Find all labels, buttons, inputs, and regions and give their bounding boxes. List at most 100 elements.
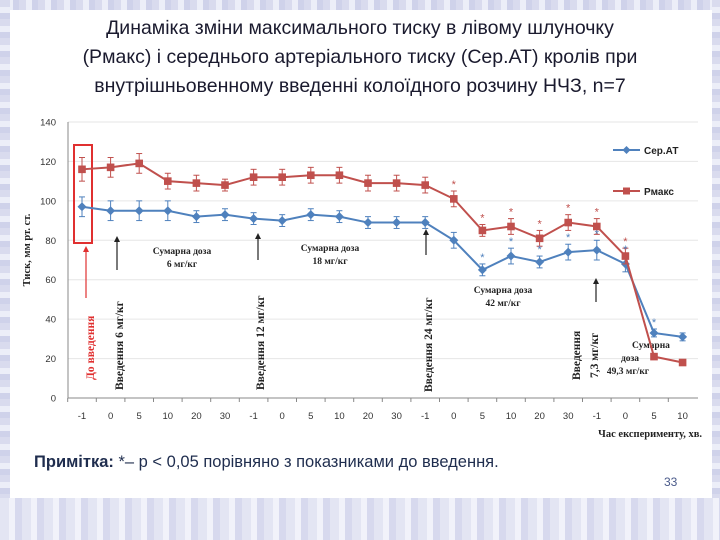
data-point-sert bbox=[163, 206, 173, 216]
slide-border-top bbox=[0, 0, 720, 10]
significance-star-sert: * bbox=[509, 236, 514, 248]
y-tick-label: 140 bbox=[40, 118, 56, 129]
significance-star-sert: * bbox=[480, 252, 485, 264]
dose-label-4c: 49,3 мг/кг bbox=[607, 367, 650, 377]
data-point-pmax bbox=[478, 226, 487, 235]
data-point-sert bbox=[249, 214, 259, 224]
data-point-sert bbox=[477, 265, 487, 275]
significance-star-pmax: * bbox=[566, 203, 571, 215]
data-point-sert bbox=[506, 251, 516, 261]
dose-label-3b: 42 мг/кг bbox=[485, 299, 521, 309]
y-tick-label: 20 bbox=[45, 354, 56, 365]
annotation-injection-24: Введення 24 мг/кг bbox=[423, 297, 435, 392]
data-point-sert bbox=[220, 210, 230, 220]
legend: Сер.АТ Рмакс bbox=[613, 146, 679, 198]
y-tick-label: 120 bbox=[40, 157, 56, 168]
significance-star-pmax: * bbox=[452, 179, 457, 191]
data-point-pmax bbox=[221, 181, 229, 189]
grid-layer bbox=[68, 121, 698, 399]
baseline-highlight-box bbox=[73, 144, 93, 244]
slide-border-bottom bbox=[0, 498, 720, 540]
annotation-before-injection: До введення bbox=[85, 316, 97, 380]
significance-star-pmax: * bbox=[595, 207, 600, 219]
x-tick-label: 0 bbox=[280, 411, 285, 422]
x-tick-label: -1 bbox=[78, 411, 86, 422]
y-axis-label: Тиск, мм рт. ст. bbox=[22, 213, 33, 286]
data-point-pmax bbox=[106, 163, 115, 172]
title-line-2: (Рмакс) і середнього артеріального тиску… bbox=[82, 46, 638, 68]
legend-label-sert: Сер.АТ bbox=[644, 146, 679, 157]
data-point-sert bbox=[563, 247, 573, 257]
data-point-pmax bbox=[621, 252, 630, 260]
significance-star-sert: * bbox=[537, 244, 542, 256]
x-axis-label: Час експерименту, хв. bbox=[598, 429, 702, 440]
x-tick-label: 0 bbox=[108, 411, 113, 422]
x-tick-label: 30 bbox=[563, 411, 574, 422]
data-point-pmax bbox=[164, 177, 172, 185]
series-line-pmax bbox=[81, 162, 683, 364]
data-point-pmax bbox=[421, 181, 429, 189]
footnote-text: *– р < 0,05 порівняно з показниками до в… bbox=[113, 453, 499, 471]
x-tick-label: 20 bbox=[191, 411, 202, 422]
page-number: 33 bbox=[664, 475, 678, 489]
significance-star-pmax: * bbox=[509, 207, 514, 219]
dose-label-2a: Сумарна доза bbox=[301, 244, 360, 254]
significance-star-sert: * bbox=[652, 317, 657, 329]
slide-title: Динаміка зміни максимального тиску в лів… bbox=[14, 14, 706, 101]
significance-star-sert: * bbox=[566, 232, 571, 244]
annotation-injection-6: Введення 6 мг/кг bbox=[114, 301, 126, 390]
data-point-sert bbox=[191, 212, 201, 222]
significance-star-sert: * bbox=[623, 244, 628, 256]
significance-star-pmax: * bbox=[537, 218, 542, 230]
significance-star-pmax: * bbox=[623, 236, 628, 248]
data-point-pmax bbox=[392, 179, 401, 187]
data-point-sert bbox=[420, 218, 430, 228]
data-point-sert bbox=[392, 218, 402, 228]
footnote-label: Примітка: bbox=[34, 453, 114, 471]
slide-border-left bbox=[0, 0, 10, 540]
y-tick-label: 60 bbox=[45, 275, 56, 286]
data-point-sert bbox=[449, 235, 459, 245]
x-tick-label: 5 bbox=[308, 411, 313, 422]
annotation-injection-7-3-b: 7,3 мг/кг bbox=[589, 333, 601, 378]
data-point-pmax bbox=[364, 179, 372, 187]
data-point-sert bbox=[134, 206, 144, 216]
dose-label-3a: Сумарна доза bbox=[474, 286, 533, 296]
y-tick-label: 80 bbox=[45, 236, 56, 247]
title-line-3: внутрішньовенному введенні колоїдного ро… bbox=[94, 75, 626, 97]
data-point-pmax bbox=[650, 352, 658, 361]
data-point-pmax bbox=[78, 165, 86, 174]
x-tick-label: 20 bbox=[534, 411, 545, 422]
data-point-sert bbox=[535, 257, 545, 267]
series-layer: ** *** ****** *** bbox=[77, 153, 688, 367]
x-tick-label: 5 bbox=[480, 411, 485, 422]
data-point-sert bbox=[363, 218, 373, 228]
x-tick-label: 10 bbox=[334, 411, 345, 422]
series-line-sert bbox=[81, 205, 683, 338]
data-point-pmax bbox=[249, 173, 258, 181]
data-point-pmax bbox=[307, 171, 315, 180]
x-tick-label: 30 bbox=[220, 411, 231, 422]
slide-border-right bbox=[712, 0, 720, 540]
x-tick-label: 10 bbox=[163, 411, 174, 422]
x-tick-label: 10 bbox=[506, 411, 517, 422]
data-point-sert bbox=[77, 202, 87, 212]
legend-label-pmax: Рмакс bbox=[644, 187, 674, 198]
footnote: Примітка: *– р < 0,05 порівняно з показн… bbox=[34, 453, 499, 472]
data-point-pmax bbox=[564, 218, 572, 227]
data-point-sert bbox=[592, 245, 602, 255]
data-point-pmax bbox=[135, 159, 143, 168]
arrow-icons bbox=[83, 229, 599, 302]
axis-layer: Тиск, мм рт. ст. Час експерименту, хв. 0… bbox=[22, 118, 702, 441]
data-point-pmax bbox=[450, 195, 458, 203]
data-point-pmax bbox=[593, 222, 601, 231]
title-line-1: Динаміка зміни максимального тиску в лів… bbox=[106, 17, 614, 39]
x-tick-label: 0 bbox=[623, 411, 628, 422]
data-point-sert bbox=[106, 206, 116, 216]
data-point-pmax bbox=[278, 173, 286, 181]
x-tick-label: 10 bbox=[677, 411, 688, 422]
y-tick-label: 40 bbox=[45, 315, 56, 326]
x-tick-label: -1 bbox=[593, 411, 601, 422]
data-point-pmax bbox=[678, 358, 687, 367]
